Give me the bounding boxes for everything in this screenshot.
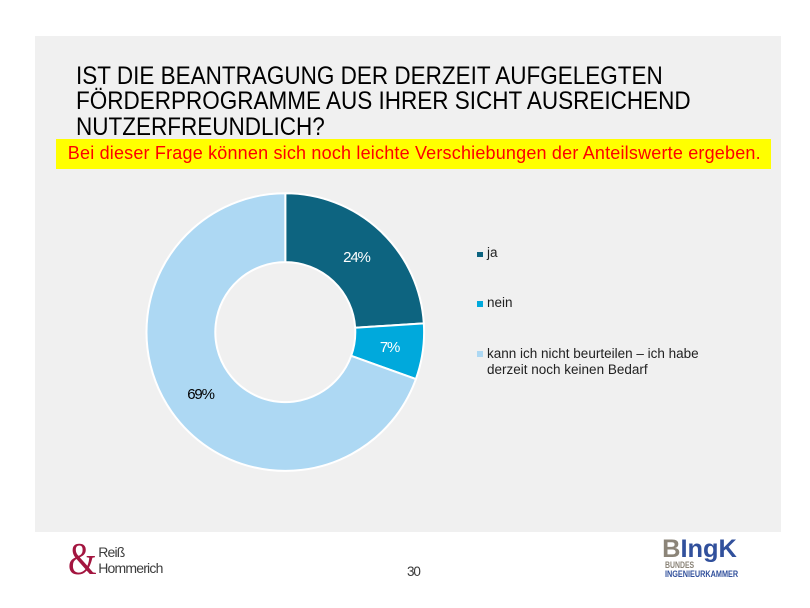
- svg-text:69%: 69%: [187, 386, 214, 403]
- svg-text:7%: 7%: [380, 339, 400, 356]
- svg-text:24%: 24%: [343, 249, 370, 266]
